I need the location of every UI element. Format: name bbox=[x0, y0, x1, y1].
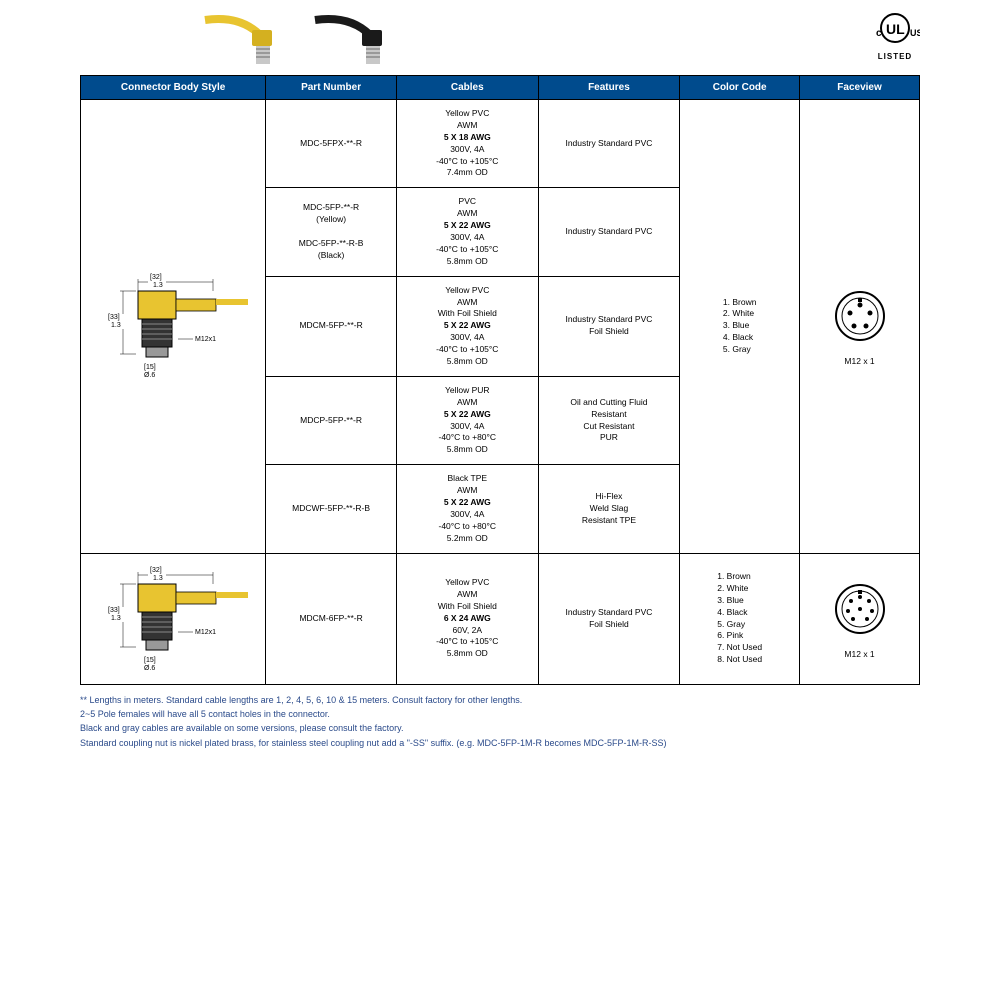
svg-text:M12x1: M12x1 bbox=[195, 336, 216, 343]
svg-text:UL: UL bbox=[886, 21, 905, 37]
svg-text:M12x1: M12x1 bbox=[195, 629, 216, 636]
table-row: [32] 1.3 [33] 1.3 [15] Ø.6 M12x1 MDC-5FP… bbox=[81, 100, 920, 188]
part-number-cell: MDCWF-5FP-**-R-B bbox=[266, 465, 397, 553]
th-part-number: Part Number bbox=[266, 76, 397, 100]
cable-cell: Yellow PURAWM5 X 22 AWG300V, 4A-40°C to … bbox=[396, 376, 538, 464]
yellow-connector-icon bbox=[200, 10, 290, 70]
svg-text:US: US bbox=[910, 28, 920, 38]
cable-cell: Yellow PVCAWMWith Foil Shield6 X 24 AWG6… bbox=[396, 553, 538, 684]
connector-photos bbox=[200, 10, 400, 70]
svg-text:[32]: [32] bbox=[150, 274, 162, 281]
svg-text:[15]: [15] bbox=[144, 364, 156, 371]
ul-listed-badge: c UL US LISTED bbox=[870, 10, 920, 61]
features-cell: Industry Standard PVCFoil Shield bbox=[538, 553, 680, 684]
ul-listed-label: LISTED bbox=[870, 52, 920, 61]
connector-body-cell: [32] 1.3 [33] 1.3 [15] Ø.6 M12x1 bbox=[81, 100, 266, 554]
svg-text:1.3: 1.3 bbox=[111, 615, 121, 622]
svg-text:[32]: [32] bbox=[150, 567, 162, 574]
footnote-line: Black and gray cables are available on s… bbox=[80, 721, 920, 735]
cable-cell: Yellow PVCAWMWith Foil Shield5 X 22 AWG3… bbox=[396, 276, 538, 376]
color-code-cell: 1. Brown2. White3. Blue4. Black5. Gray bbox=[680, 100, 800, 554]
th-cables: Cables bbox=[396, 76, 538, 100]
color-code-cell: 1. Brown2. White3. Blue4. Black5. Gray6.… bbox=[680, 553, 800, 684]
features-cell: Industry Standard PVCFoil Shield bbox=[538, 276, 680, 376]
features-cell: Industry Standard PVC bbox=[538, 100, 680, 188]
svg-text:Ø.6: Ø.6 bbox=[144, 665, 155, 672]
header-row: c UL US LISTED bbox=[80, 10, 920, 75]
svg-text:Ø.6: Ø.6 bbox=[144, 372, 155, 379]
th-connector-body: Connector Body Style bbox=[81, 76, 266, 100]
svg-text:1.3: 1.3 bbox=[153, 575, 163, 582]
svg-text:[33]: [33] bbox=[108, 314, 120, 321]
connector-body-cell: [32] 1.3 [33] 1.3 [15] Ø.6 M12x1 bbox=[81, 553, 266, 684]
black-connector-icon bbox=[310, 10, 400, 70]
part-number-cell: MDC-5FPX-**-R bbox=[266, 100, 397, 188]
spec-table: Connector Body Style Part Number Cables … bbox=[80, 75, 920, 685]
part-number-cell: MDC-5FP-**-R(Yellow)MDC-5FP-**-R-B(Black… bbox=[266, 188, 397, 276]
part-number-cell: MDCM-5FP-**-R bbox=[266, 276, 397, 376]
svg-text:[33]: [33] bbox=[108, 607, 120, 614]
faceview-cell: M12 x 1 bbox=[800, 553, 920, 684]
table-header-row: Connector Body Style Part Number Cables … bbox=[81, 76, 920, 100]
svg-text:1.3: 1.3 bbox=[111, 322, 121, 329]
table-row: [32] 1.3 [33] 1.3 [15] Ø.6 M12x1 MDCM-6F… bbox=[81, 553, 920, 684]
footnote-line: Standard coupling nut is nickel plated b… bbox=[80, 736, 920, 750]
cable-cell: Black TPEAWM5 X 22 AWG300V, 4A-40°C to +… bbox=[396, 465, 538, 553]
svg-text:1.3: 1.3 bbox=[153, 282, 163, 289]
features-cell: Industry Standard PVC bbox=[538, 188, 680, 276]
th-features: Features bbox=[538, 76, 680, 100]
cable-cell: Yellow PVCAWM5 X 18 AWG300V, 4A-40°C to … bbox=[396, 100, 538, 188]
svg-text:[15]: [15] bbox=[144, 657, 156, 664]
th-color-code: Color Code bbox=[680, 76, 800, 100]
features-cell: Hi-FlexWeld SlagResistant TPE bbox=[538, 465, 680, 553]
th-faceview: Faceview bbox=[800, 76, 920, 100]
part-number-cell: MDCP-5FP-**-R bbox=[266, 376, 397, 464]
part-number-cell: MDCM-6FP-**-R bbox=[266, 553, 397, 684]
footnotes: ** Lengths in meters. Standard cable len… bbox=[80, 693, 920, 751]
footnote-line: 2~5 Pole females will have all 5 contact… bbox=[80, 707, 920, 721]
features-cell: Oil and Cutting FluidResistantCut Resist… bbox=[538, 376, 680, 464]
faceview-cell: M12 x 1 bbox=[800, 100, 920, 554]
footnote-line: ** Lengths in meters. Standard cable len… bbox=[80, 693, 920, 707]
cable-cell: PVCAWM5 X 22 AWG300V, 4A-40°C to +105°C5… bbox=[396, 188, 538, 276]
